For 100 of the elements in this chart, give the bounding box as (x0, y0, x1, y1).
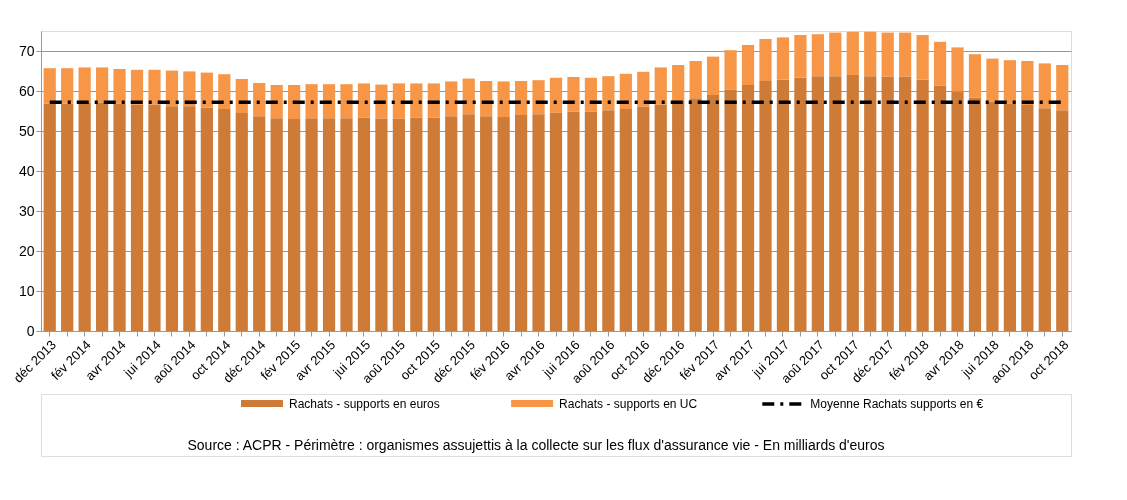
bar (78, 102, 91, 331)
bar (1056, 65, 1069, 111)
bar (113, 103, 126, 331)
bar (183, 71, 196, 107)
y-tick-label: 60 (18, 82, 35, 99)
bar (1021, 105, 1034, 331)
bar (829, 76, 842, 331)
bar (584, 111, 598, 331)
bar (549, 112, 563, 331)
bar (986, 101, 999, 331)
bar (881, 32, 894, 77)
y-tick-label: 20 (18, 242, 35, 259)
bar (427, 117, 440, 331)
bar (829, 32, 842, 77)
bar (392, 118, 405, 331)
bar (61, 103, 74, 331)
bar (305, 84, 318, 119)
bar (235, 79, 248, 113)
bar (270, 85, 283, 119)
bar (1056, 110, 1069, 331)
bar (707, 56, 720, 95)
bar (148, 69, 161, 105)
bar (322, 84, 336, 119)
y-tick-label: 70 (18, 42, 35, 59)
bar (305, 118, 318, 331)
bar (637, 106, 650, 331)
bar (130, 104, 144, 331)
bar (811, 76, 824, 331)
bar (445, 81, 458, 117)
bar (1038, 108, 1051, 331)
y-tick-label: 50 (18, 122, 35, 139)
bar (200, 107, 213, 331)
bar (724, 89, 737, 331)
bar (602, 76, 615, 111)
bar (899, 32, 912, 77)
bar (724, 50, 737, 90)
bar (916, 79, 929, 331)
bar (899, 76, 912, 331)
bar (776, 37, 790, 80)
bar (951, 91, 964, 331)
legend-label: Moyenne Rachats supports en € (810, 397, 984, 411)
bar (270, 118, 283, 331)
bar (95, 67, 109, 103)
bar (340, 84, 353, 119)
bar (584, 77, 598, 112)
bar (532, 114, 545, 331)
bar (933, 85, 947, 331)
bar (95, 102, 109, 331)
bar (392, 83, 405, 119)
bar (148, 104, 161, 331)
bar (637, 71, 650, 107)
bar (951, 47, 964, 92)
bar (1038, 63, 1051, 109)
bar (794, 35, 807, 78)
bar (968, 97, 982, 331)
bar (410, 83, 423, 118)
bar (759, 39, 772, 81)
bar (218, 109, 231, 331)
bar (654, 67, 667, 105)
bar (532, 80, 545, 115)
bar (410, 117, 423, 331)
bar (218, 74, 231, 109)
y-tick-label: 30 (18, 202, 35, 219)
bar (567, 77, 580, 112)
bar (689, 61, 702, 99)
bar (497, 81, 510, 117)
legend-label: Rachats - supports en UC (559, 397, 698, 411)
bar (1021, 61, 1034, 105)
bar (741, 45, 755, 85)
bar (776, 79, 790, 331)
bar (462, 114, 475, 331)
bar (43, 103, 56, 331)
bar (672, 101, 685, 331)
bar (864, 31, 877, 77)
bar (619, 109, 632, 331)
bar (514, 81, 528, 115)
bar (357, 83, 371, 118)
bar (288, 119, 301, 331)
bar (183, 106, 196, 331)
bar (340, 118, 353, 331)
bar (165, 70, 179, 107)
bar (916, 35, 929, 80)
bar (549, 77, 563, 113)
bar (741, 85, 755, 331)
bar (986, 58, 999, 102)
bar (846, 75, 859, 331)
bar (497, 117, 510, 331)
bar (602, 110, 615, 331)
bar (1003, 103, 1017, 331)
y-tick-label: 10 (18, 282, 35, 299)
bar (794, 77, 807, 331)
bar (654, 104, 667, 331)
bar (707, 95, 720, 331)
bar (689, 98, 702, 331)
legend-label: Rachats - supports en euros (289, 397, 440, 411)
bar (78, 67, 91, 103)
bar (1003, 60, 1017, 104)
bar (235, 113, 248, 331)
bar (864, 76, 877, 331)
bar (61, 68, 74, 104)
